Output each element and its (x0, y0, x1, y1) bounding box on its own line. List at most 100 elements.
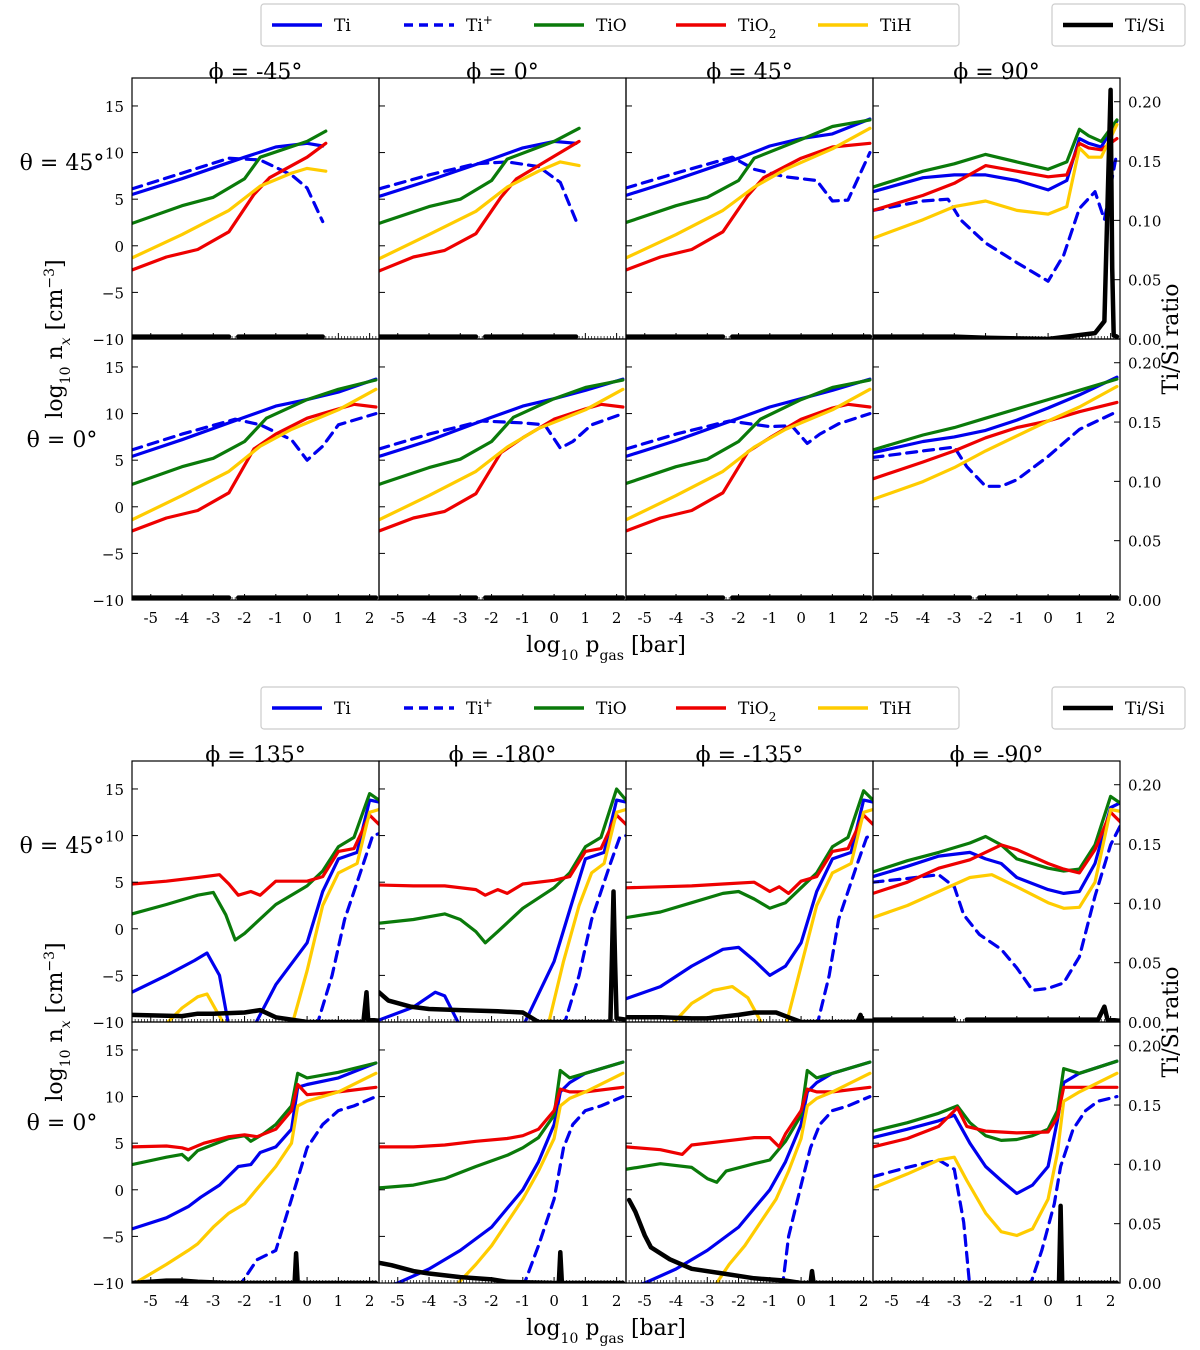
x-tick-label: 0 (549, 1292, 559, 1310)
series-line-TiH (132, 387, 378, 522)
panel-frame (378, 338, 627, 601)
x-tick-label: -1 (763, 1292, 778, 1310)
x-tick-label: 0 (549, 609, 559, 627)
series-line-Ti-Si (873, 1203, 1120, 1283)
legend-box (260, 686, 960, 730)
panel-lines (873, 87, 1120, 339)
column-title: ϕ = -135° (696, 743, 804, 768)
series-line-TiO (132, 129, 328, 225)
x-tick-label: -4 (175, 609, 190, 627)
x-tick-label: -5 (884, 1292, 899, 1310)
series-line-Ti-Si (626, 1197, 873, 1283)
series-line-TiO (379, 1060, 625, 1190)
ratio-legend-box (1051, 686, 1186, 730)
ratio-legend-box (1051, 3, 1186, 47)
series-line-Ti (379, 798, 626, 1022)
y-tick-label: 10 (105, 1089, 124, 1107)
x-tick-label: -4 (422, 609, 437, 627)
ratio-legend: Ti/Si (1051, 686, 1186, 730)
legend-label-TiH: TiH (880, 16, 912, 36)
y-label-unit: [cm (43, 288, 68, 337)
series-line-TiO (873, 118, 1119, 189)
panel-lines (626, 377, 873, 600)
x-tick-label: 0 (1043, 609, 1053, 627)
y-tick-label: 10 (105, 406, 124, 424)
y-axis-label: log10 nx [cm−3] (42, 942, 74, 1101)
column-title: ϕ = 0° (466, 60, 538, 85)
series-line-Ti-plus (873, 410, 1119, 488)
series-line-TiH (379, 160, 581, 261)
series-line-TiH (873, 807, 1120, 920)
y2-tick-label: 0.20 (1128, 777, 1161, 795)
legend-text: TiH (880, 16, 912, 36)
y-tick-label: 15 (105, 98, 124, 116)
x-tick-label: 0 (796, 609, 806, 627)
series-line-TiO (626, 378, 872, 486)
x-label-p: p (578, 1316, 599, 1341)
panel-frame (131, 760, 380, 1023)
x-tick-label: 1 (581, 609, 591, 627)
panel-frame (131, 338, 380, 601)
series-line-Ti-plus (873, 151, 1119, 283)
x-tick-label: 1 (1075, 1292, 1085, 1310)
series-line-TiO (626, 789, 873, 920)
panel: -5 -4 -3 -2 -1 0 1 2 (625, 338, 874, 627)
series-line-TiH (873, 123, 1119, 240)
y2-tick-label: 0.10 (1128, 473, 1161, 491)
panel: -5 -4 -3 -2 -1 0 1 2 15 10 5 0 −5 −10 (92, 338, 380, 627)
x-tick-label: -1 (516, 1292, 531, 1310)
y2-tick-label: 0.00 (1128, 331, 1161, 349)
panel-lines (132, 377, 379, 600)
legend-box (260, 3, 960, 47)
x-tick-label: -1 (269, 1292, 284, 1310)
series-line-Ti-Si (379, 889, 626, 1022)
panel: -5 -4 -3 -2 -1 0 1 2 (625, 1021, 874, 1310)
panel: 15 10 5 0 −5 −10 (92, 760, 380, 1032)
series-line-Ti-plus (563, 834, 626, 1022)
series-line-Ti-plus (379, 160, 578, 223)
series-line-TiO2 (379, 1085, 625, 1149)
y2-tick-label: 0.20 (1128, 94, 1161, 112)
series-line-Ti (379, 139, 578, 198)
series-line-Ti-Si (379, 1249, 626, 1283)
y2-tick-label: 0.05 (1128, 1216, 1161, 1234)
panel (625, 760, 874, 1023)
x-tick-label: 1 (334, 609, 344, 627)
x-tick-label: -5 (390, 1292, 405, 1310)
series-line-Ti-plus (626, 151, 872, 203)
y-tick-label: 0 (114, 499, 124, 517)
series-line-TiO2 (132, 1082, 378, 1152)
x-tick-label: 1 (581, 1292, 591, 1310)
panel: -5 -4 -3 -2 -1 0 1 2 (378, 1021, 627, 1310)
panel-frame (378, 77, 627, 340)
column-title: ϕ = -90° (950, 743, 1044, 768)
x-tick-label: 1 (1075, 609, 1085, 627)
y2-tick-label: 0.15 (1128, 836, 1161, 854)
series-line-TiO (379, 787, 626, 945)
series-line-TiO (132, 378, 378, 486)
y-tick-label: 5 (114, 874, 124, 892)
x-tick-label: -1 (1010, 1292, 1025, 1310)
series-line-Ti-plus (239, 1095, 378, 1283)
panel-lines (873, 1059, 1120, 1283)
series-line-TiO2 (873, 1085, 1119, 1149)
panel (378, 77, 627, 340)
series-line-TiO2 (132, 141, 328, 272)
x-tick-label: 1 (828, 609, 838, 627)
x-tick-label: -5 (637, 609, 652, 627)
legend-text: TiO (596, 699, 627, 719)
panel: 0.20 0.15 0.10 0.05 0.00 (872, 760, 1161, 1032)
x-label-sub: 10 (561, 1331, 579, 1346)
legend-sub: 2 (769, 27, 777, 41)
x-tick-label: 1 (334, 1292, 344, 1310)
x-tick-label: -3 (700, 1292, 715, 1310)
series-line-Ti (873, 801, 1120, 895)
legend-text: TiO (738, 699, 769, 719)
panel (625, 77, 874, 340)
y-tick-label: 15 (105, 1042, 124, 1060)
series-line-TiO2 (626, 813, 873, 895)
panel: 15 10 5 0 −5 −10 (92, 77, 380, 349)
x-tick-label: -2 (731, 1292, 746, 1310)
legend-label-Ti-plus: Ti+ (466, 696, 493, 719)
